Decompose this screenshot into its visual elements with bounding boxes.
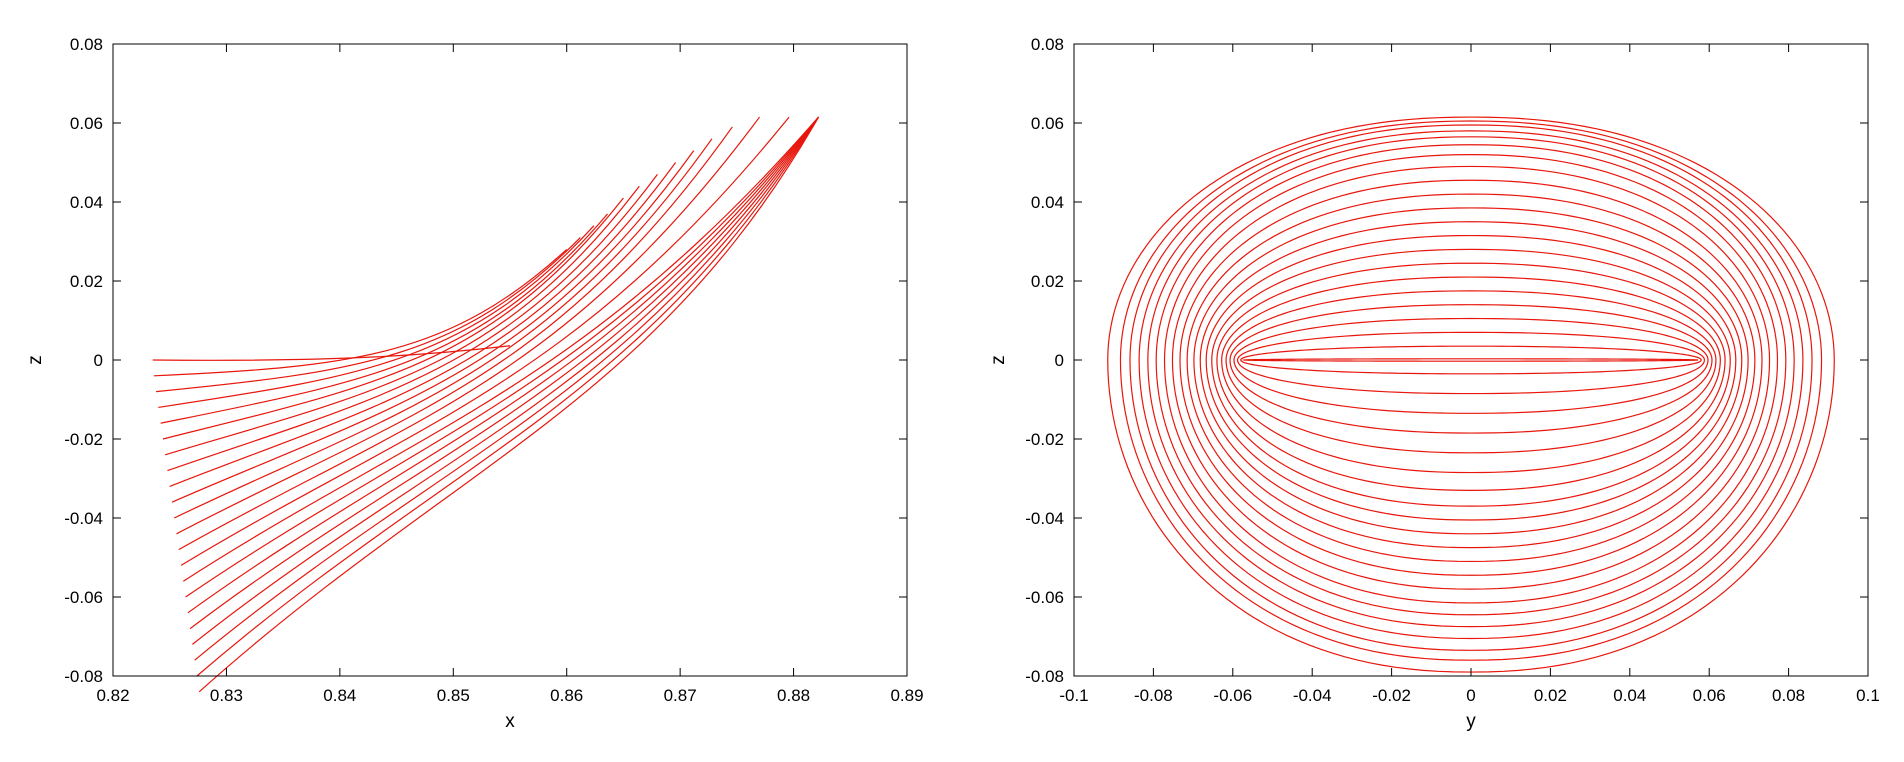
yz-y-tick-label: 0.06 [1031,114,1064,133]
xz-x-axis-label: x [505,711,515,732]
xz-series-curve [153,248,568,377]
xz-x-tick-label: 0.88 [777,686,810,705]
xz-y-tick-label: 0.06 [70,114,103,133]
yz-loop-curve [1155,144,1787,616]
yz-y-tick-label: 0.02 [1031,272,1064,291]
xz-series-curve [178,116,761,551]
yz-loop-curve [1179,179,1763,576]
yz-x-tick-label: -0.04 [1293,686,1332,705]
xz-series-curve [176,126,733,535]
yz-loop-curve [1216,262,1726,491]
yz-curves [1107,116,1835,673]
yz-loop-curve [1225,290,1717,454]
xz-series-curve [173,138,713,519]
yz-loop-curve [1242,358,1699,362]
yz-x-tick-label: 0.04 [1613,686,1646,705]
yz-x-tick-label: -0.02 [1372,686,1411,705]
yz-loop-curve [1199,221,1743,535]
xz-series-curve [196,116,820,677]
yz-x-tick-label: 0.02 [1534,686,1567,705]
xz-series-curve [194,116,820,661]
yz-loop-curve [1205,234,1737,521]
xz-series-curve [192,116,820,645]
yz-plot-frame [1073,43,1869,677]
yz-loop-curve [1240,345,1702,375]
xz-series-curve [162,197,624,440]
xz-series-curve [198,116,820,693]
xz-x-tick-label: 0.83 [210,686,243,705]
xz-series-curve [165,185,640,456]
xz-series-curve [183,116,819,582]
yz-loop-curve [1163,153,1779,604]
xz-series-curve [156,237,581,393]
yz-y-tick-label: -0.06 [1025,588,1064,607]
yz-loop-curve [1236,331,1706,395]
xz-y-tick-label: 0 [94,351,103,370]
xz-y-axis-label: z [25,355,46,365]
yz-y-axis-label: z [988,355,1009,365]
xz-x-tick-label: 0.85 [437,686,470,705]
xz-series-curve [180,116,790,566]
xz-projection-plot: 0.82 0.83 0.84 0.85 0.86 0.87 0.88 0.89 -0.08 -0.… [25,35,924,732]
yz-loop-curve [1129,124,1813,651]
yz-x-axis-label: y [1466,711,1476,732]
xz-x-tick-label: 0.82 [96,686,129,705]
xz-y-tick-label: 0.08 [70,35,103,54]
yz-loop-curve [1171,165,1771,590]
xz-series-curve [185,116,819,598]
yz-y-tick-label: -0.04 [1025,509,1064,528]
xz-y-tick-label: -0.04 [64,509,103,528]
xz-series-curve [167,173,658,472]
yz-loop-curve [1186,193,1756,563]
yz-x-tick-label: 0 [1466,686,1475,705]
yz-x-tick-label: 0.06 [1693,686,1726,705]
xz-series-curve [189,116,820,630]
yz-x-tick-label: 0.1 [1856,686,1880,705]
yz-y-tick-label: -0.08 [1025,667,1064,686]
yz-loop-curve [1233,317,1709,414]
yz-y-tick-label: 0 [1055,351,1064,370]
xz-y-tick-label: -0.02 [64,430,103,449]
xz-x-tick-label: 0.87 [664,686,697,705]
xz-ticks: 0.82 0.83 0.84 0.85 0.86 0.87 0.88 0.89 -0.08 -0.… [64,35,923,705]
yz-loop-curve [1211,248,1731,507]
yz-projection-plot: -0.1 -0.08 -0.06 -0.04 -0.02 0 0.02 0.04 0.06 0.0… [988,35,1880,732]
xz-curves [152,116,820,693]
xz-series-curve [187,116,819,614]
xz-series-curve [152,345,511,361]
xz-series-curve [160,213,609,424]
yz-loop-curve [1229,304,1713,434]
xz-x-tick-label: 0.86 [550,686,583,705]
xz-y-tick-label: -0.06 [64,588,103,607]
yz-loop-curve [1147,136,1795,628]
yz-loop-curve [1138,130,1804,640]
xz-y-tick-label: 0.02 [70,272,103,291]
xz-x-tick-label: 0.84 [323,686,356,705]
yz-y-tick-label: 0.04 [1031,193,1064,212]
xz-x-tick-label: 0.89 [890,686,923,705]
yz-loop-curve [1193,207,1749,549]
xz-y-tick-label: 0.04 [70,193,103,212]
yz-x-tick-label: -0.1 [1059,686,1088,705]
yz-x-tick-label: -0.06 [1213,686,1252,705]
yz-loop-curve [1119,120,1823,661]
yz-y-tick-label: -0.02 [1025,430,1064,449]
yz-x-tick-label: -0.08 [1134,686,1173,705]
xz-y-tick-label: -0.08 [64,667,103,686]
yz-loop-curve [1107,116,1835,673]
yz-loop-curve [1221,276,1721,474]
yz-ticks: -0.1 -0.08 -0.06 -0.04 -0.02 0 0.02 0.04 0.06 0.0… [1025,35,1880,705]
xz-series-curve [158,225,595,408]
yz-x-tick-label: 0.08 [1772,686,1805,705]
xz-series-curve [169,162,677,487]
xz-series-curve [171,150,695,503]
yz-y-tick-label: 0.08 [1031,35,1064,54]
